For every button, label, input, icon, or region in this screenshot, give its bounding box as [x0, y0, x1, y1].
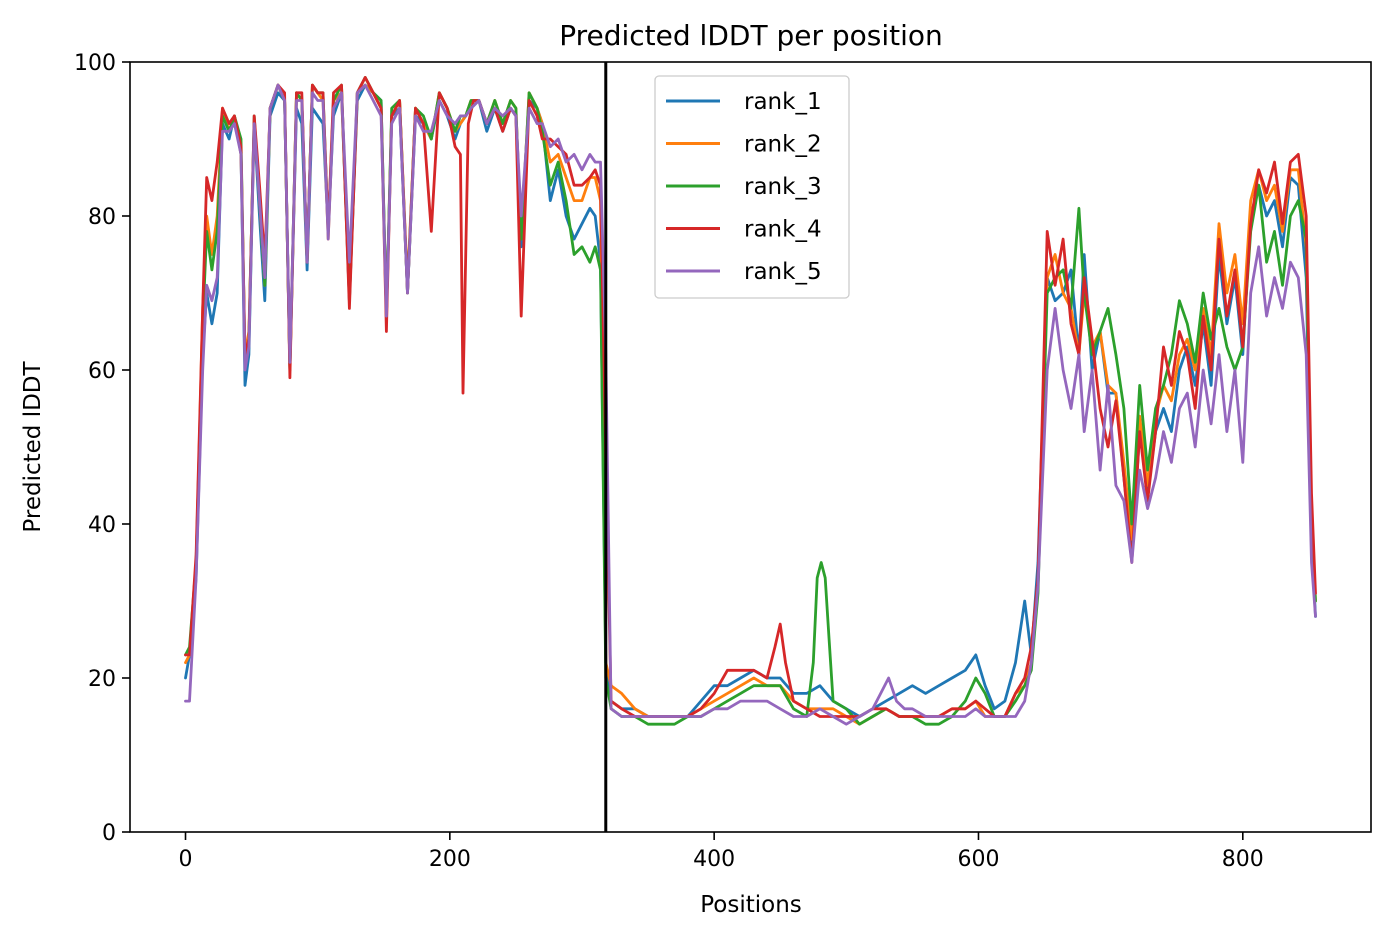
- y-tick-label: 100: [74, 51, 116, 76]
- y-axis-ticks: 0 20 40 60 80 100: [74, 51, 130, 846]
- x-tick-label: 0: [179, 847, 193, 872]
- legend-label: rank_4: [744, 217, 822, 243]
- x-tick-label: 800: [1222, 847, 1264, 872]
- legend-box: [654, 75, 850, 299]
- x-tick-label: 200: [429, 847, 471, 872]
- y-tick-label: 20: [88, 667, 116, 692]
- x-tick-label: 600: [957, 847, 999, 872]
- x-axis-ticks: 0 200 400 600 800: [179, 832, 1264, 872]
- series-layer: [184, 76, 1317, 726]
- x-tick-label: 400: [693, 847, 735, 872]
- y-tick-label: 60: [88, 359, 116, 384]
- y-axis-label: Predicted lDDT: [20, 360, 46, 532]
- y-tick-label: 80: [88, 205, 116, 230]
- series-line-rank-5: [184, 83, 1317, 726]
- legend-label: rank_5: [744, 259, 822, 285]
- x-axis-label: Positions: [700, 892, 802, 918]
- y-tick-label: 40: [88, 513, 116, 538]
- y-tick-label: 0: [102, 821, 116, 846]
- chart-title: Predicted lDDT per position: [559, 19, 943, 52]
- legend-label: rank_1: [744, 89, 822, 115]
- legend: rank_1 rank_2 rank_3 rank_4 rank_5: [654, 75, 850, 299]
- legend-label: rank_2: [744, 132, 822, 158]
- legend-label: rank_3: [744, 174, 822, 200]
- plot-frame: [129, 61, 1372, 833]
